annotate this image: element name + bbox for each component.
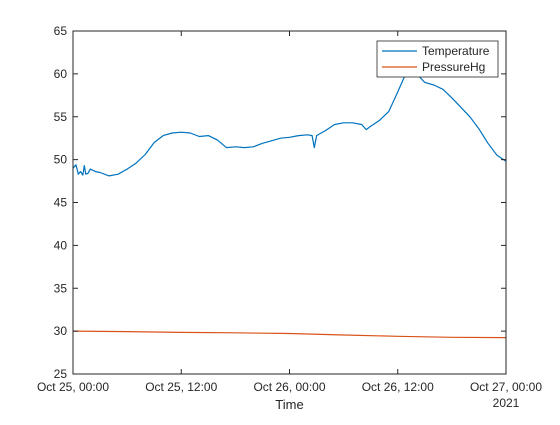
series-layer [72,66,507,339]
legend: Temperature PressureHg [376,40,499,78]
y-tick-label: 60 [54,67,68,81]
y-tick-label: 50 [54,153,68,167]
series-line-pressurehg [72,330,507,339]
y-tick-label: 30 [54,324,68,338]
x-tick-label: Oct 27, 00:00 [470,380,542,394]
x-axis-year-label: 2021 [493,396,520,410]
legend-box [376,40,499,78]
y-tick-label: 40 [54,238,68,252]
x-axis-label: Time [275,397,303,412]
x-axis: Oct 25, 00:00 Oct 25, 12:00 Oct 26, 00:00 O… [37,31,542,394]
x-tick-label: Oct 25, 00:00 [37,380,109,394]
x-tick-label: Oct 25, 12:00 [145,380,217,394]
y-tick-label: 65 [54,24,68,38]
x-tick-label: Oct 26, 12:00 [362,380,434,394]
series-line-temperature [72,66,507,177]
y-tick-label: 55 [54,110,68,124]
y-tick-label: 25 [54,367,68,381]
y-tick-label: 45 [54,196,68,210]
legend-label-temperature: Temperature [422,44,490,58]
axes-box [72,30,507,375]
y-axis: 25 30 35 40 45 50 55 60 65 [54,24,506,381]
x-tick-label: Oct 26, 00:00 [253,380,325,394]
y-tick-label: 35 [54,281,68,295]
legend-label-pressurehg: PressureHg [422,60,485,74]
